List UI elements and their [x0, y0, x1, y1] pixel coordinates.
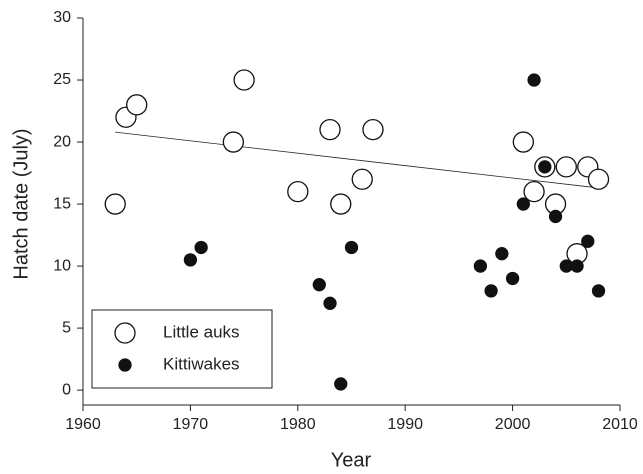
- point: [334, 377, 348, 391]
- y-tick-label: 10: [53, 257, 71, 274]
- point: [591, 284, 606, 298]
- point: [538, 160, 552, 174]
- point: [330, 193, 352, 215]
- y-tick-label: 15: [53, 195, 71, 212]
- y-axis-title: Hatch date (July): [10, 128, 32, 279]
- point: [194, 240, 208, 255]
- point: [484, 284, 498, 298]
- y-tick-label: 30: [53, 9, 71, 26]
- legend-label: Little auks: [163, 322, 240, 341]
- point: [183, 253, 198, 267]
- x-tick-label: 1960: [65, 416, 101, 433]
- x-tick-label: 1970: [173, 416, 209, 433]
- legend-marker: [114, 322, 136, 344]
- point: [587, 168, 610, 190]
- point: [505, 271, 520, 286]
- legend-marker: [118, 358, 132, 372]
- x-axis-title: Year: [331, 449, 372, 471]
- y-tick-label: 5: [62, 319, 71, 336]
- point: [523, 181, 545, 203]
- legend-label: Kittiwakes: [163, 354, 240, 373]
- x-tick-label: 1980: [280, 416, 316, 433]
- x-tick-label: 2000: [495, 416, 531, 433]
- point: [222, 131, 245, 153]
- point: [351, 168, 373, 190]
- point: [104, 193, 126, 215]
- point: [512, 131, 534, 153]
- y-tick-label: 0: [62, 381, 71, 398]
- point: [287, 181, 309, 203]
- point: [570, 259, 584, 273]
- point: [319, 118, 341, 141]
- point: [312, 278, 326, 292]
- x-tick-label: 1990: [387, 416, 423, 433]
- point: [516, 197, 530, 211]
- point: [323, 296, 337, 310]
- point: [344, 240, 359, 255]
- point: [495, 247, 509, 261]
- point: [555, 156, 577, 178]
- point: [126, 94, 148, 116]
- point: [548, 209, 563, 224]
- point: [581, 234, 595, 248]
- y-tick-label: 25: [53, 71, 71, 88]
- trend-line: [115, 131, 599, 189]
- point: [362, 118, 384, 141]
- point: [473, 259, 488, 273]
- x-tick-label: 2010: [602, 416, 638, 433]
- y-tick-label: 20: [53, 133, 71, 150]
- point: [527, 73, 541, 87]
- point: [233, 69, 255, 91]
